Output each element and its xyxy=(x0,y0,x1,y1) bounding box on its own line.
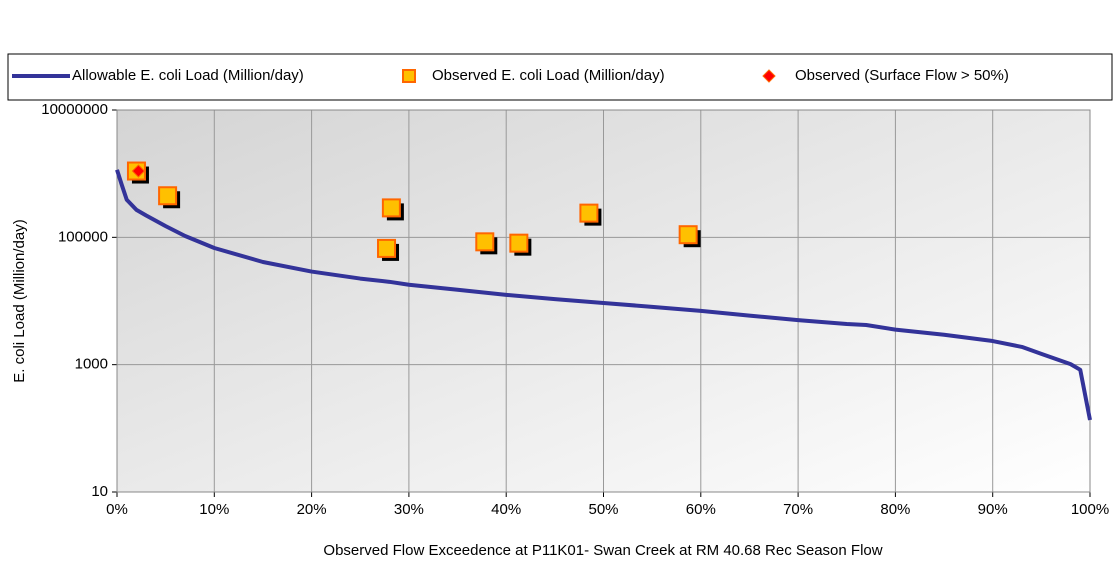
plot-border xyxy=(116,109,1091,493)
legend-label: Allowable E. coli Load (Million/day) xyxy=(72,67,304,84)
x-tick-label: 90% xyxy=(978,501,1008,518)
y-tick-label: 10000000 xyxy=(41,101,108,118)
legend-box xyxy=(7,53,1113,101)
x-tick-label: 100% xyxy=(1071,501,1109,518)
legend-swatch xyxy=(762,69,776,83)
y-axis-label: E. coli Load (Million/day) xyxy=(11,219,28,382)
legend-label: Observed E. coli Load (Million/day) xyxy=(432,67,665,84)
marker xyxy=(579,203,599,223)
marker xyxy=(509,233,529,253)
y-tick-label: 1000 xyxy=(75,356,108,373)
x-tick-label: 70% xyxy=(783,501,813,518)
x-tick-label: 50% xyxy=(588,501,618,518)
marker xyxy=(131,164,146,178)
legend-label: Observed (Surface Flow > 50%) xyxy=(795,67,1009,84)
marker xyxy=(158,186,178,206)
x-tick-label: 40% xyxy=(491,501,521,518)
marker xyxy=(381,198,401,218)
marker xyxy=(475,232,495,252)
marker xyxy=(678,225,698,245)
x-tick-label: 10% xyxy=(199,501,229,518)
y-tick-label: 10 xyxy=(91,483,108,500)
y-tick-label: 100000 xyxy=(58,228,108,245)
x-tick-label: 60% xyxy=(686,501,716,518)
x-tick-label: 30% xyxy=(394,501,424,518)
x-tick-label: 80% xyxy=(880,501,910,518)
data-line xyxy=(115,169,1092,421)
x-tick-label: 0% xyxy=(106,501,128,518)
x-tick-label: 20% xyxy=(297,501,327,518)
marker xyxy=(377,238,397,258)
x-axis-label: Observed Flow Exceedence at P11K01- Swan… xyxy=(323,542,882,559)
legend-swatch xyxy=(402,69,416,83)
